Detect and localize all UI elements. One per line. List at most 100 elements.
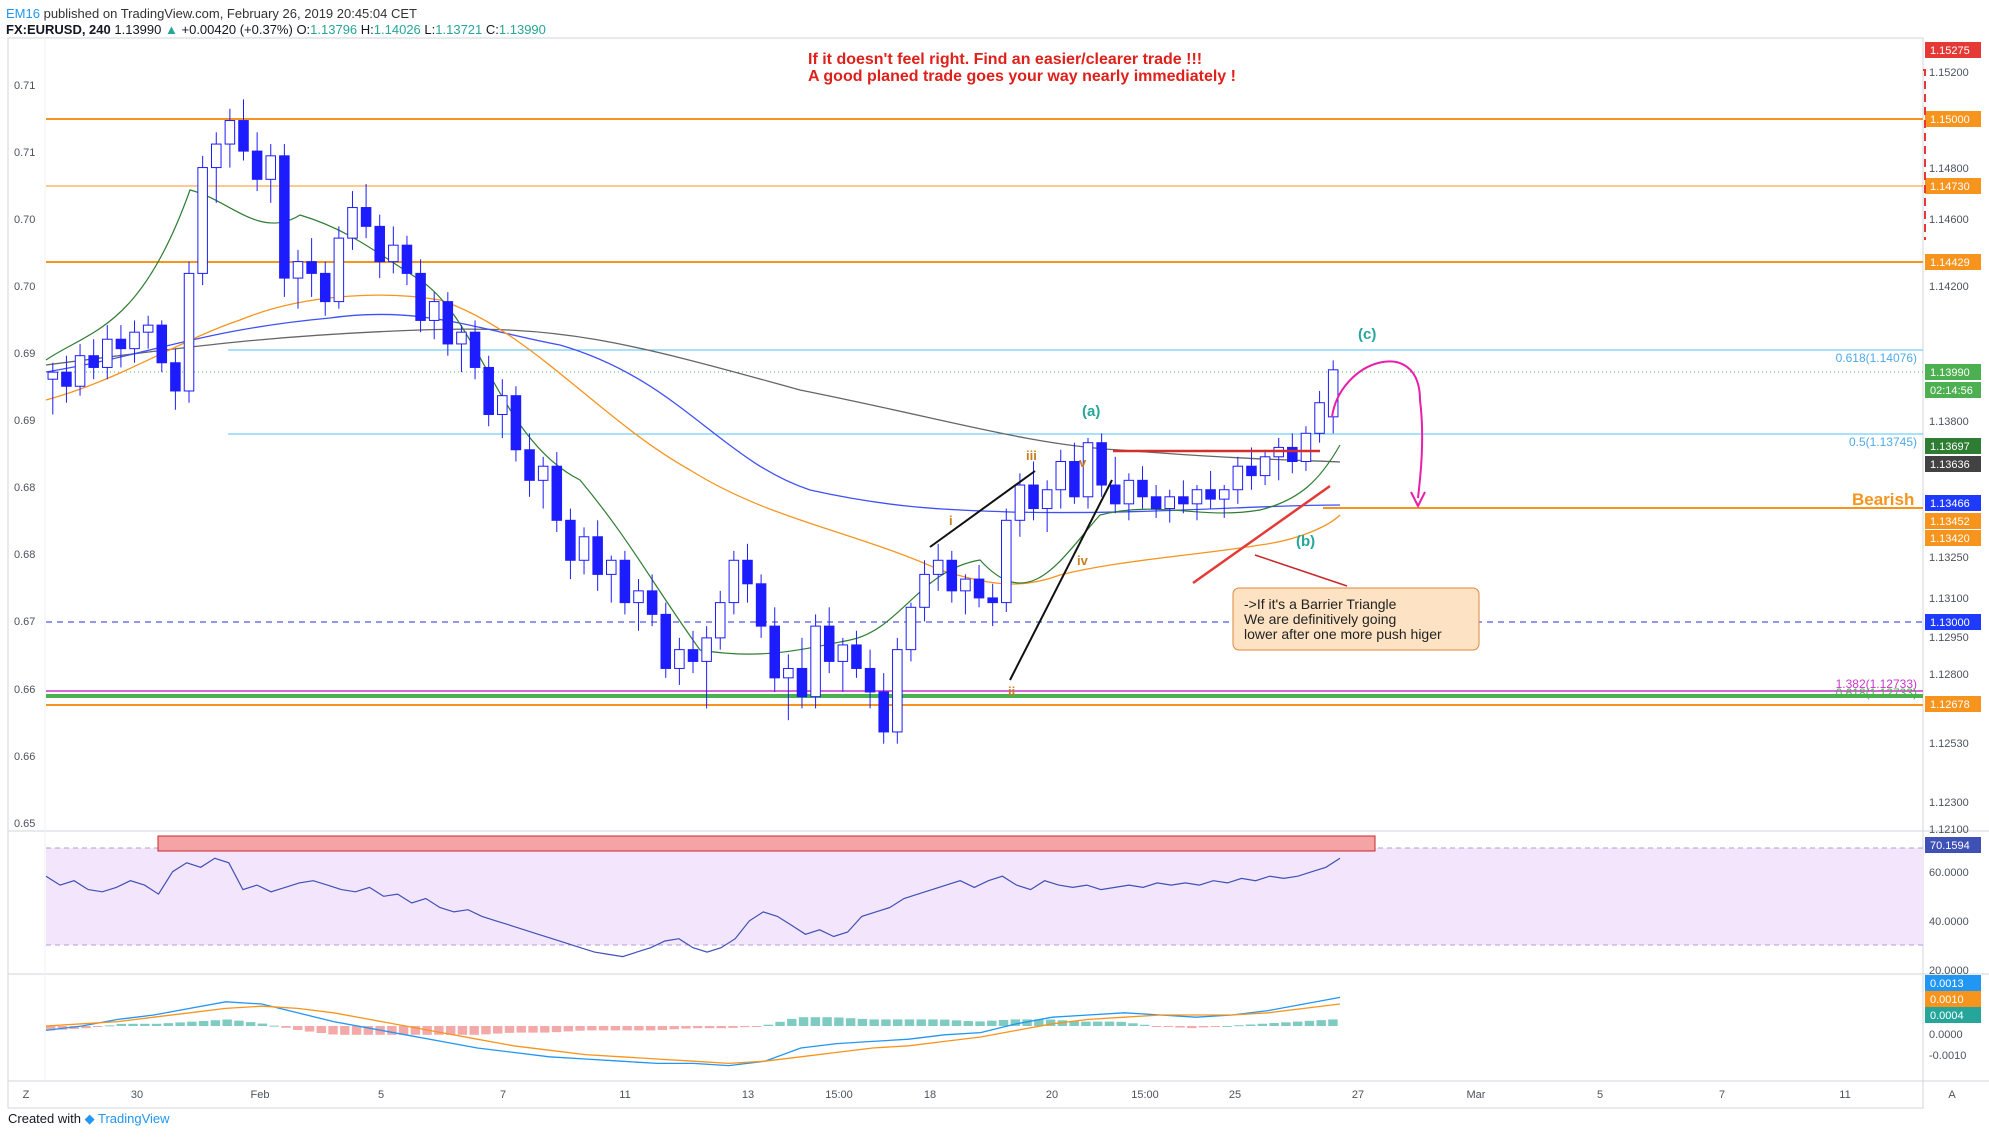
candle: [606, 555, 617, 603]
price-axis-tick: 1.12300: [1929, 797, 1969, 809]
candle-body: [1028, 484, 1039, 510]
candle-body: [197, 167, 208, 274]
candle: [1150, 485, 1162, 518]
macd-bar: [975, 1021, 985, 1026]
change-value: +0.00420 (+0.37%): [181, 22, 293, 37]
macd-bar: [587, 1026, 597, 1031]
price-badge-bg: [1925, 364, 1981, 380]
ma-20: [45, 189, 1341, 655]
candle: [197, 155, 208, 286]
wave-trendline-lower: [1009, 479, 1113, 681]
macd-bar: [328, 1026, 338, 1035]
macd-bar: [481, 1026, 491, 1035]
left-axis-tick: 0.67: [14, 616, 35, 628]
macd-bar: [857, 1018, 868, 1026]
candle: [537, 456, 549, 509]
macd-bar: [963, 1021, 973, 1026]
candle-body: [442, 301, 454, 345]
candle-body: [347, 207, 358, 239]
macd-bar: [810, 1017, 821, 1026]
price-badge-text: 1.15275: [1930, 45, 1970, 57]
candle-body: [61, 371, 72, 387]
macd-bar: [1257, 1023, 1268, 1026]
macd-bar: [163, 1023, 174, 1026]
candle: [483, 355, 494, 427]
candle: [333, 226, 345, 309]
last-price: 1.13990: [114, 22, 162, 37]
candle-body: [919, 573, 930, 608]
macd-bar: [575, 1026, 585, 1031]
price-badge-bg: [1925, 111, 1981, 127]
time-axis-label: 7: [1719, 1089, 1725, 1101]
candle-body: [660, 613, 672, 669]
price-badge: 1.15275: [1925, 42, 1981, 58]
candle-body: [1178, 496, 1189, 505]
candle: [1191, 485, 1203, 521]
candle-body: [619, 559, 631, 604]
macd-bar: [751, 1026, 762, 1027]
timezone-toggle[interactable]: Z: [23, 1089, 30, 1101]
candle: [987, 583, 998, 627]
fib-0618b-label: 0.618(1.12733): [1836, 686, 1917, 700]
candle: [1327, 360, 1339, 434]
candle: [224, 108, 236, 168]
candle-body: [728, 559, 740, 604]
price-badge-text: 1.13000: [1930, 617, 1970, 629]
candle-body: [1055, 461, 1067, 491]
macd-bar: [1234, 1025, 1244, 1027]
candle-body: [251, 150, 263, 180]
candle: [687, 630, 699, 674]
macd-bar: [104, 1025, 115, 1027]
author-link[interactable]: EM16: [6, 6, 40, 21]
price-badge-text: 1.14730: [1930, 181, 1970, 193]
price-badge: 1.13452: [1925, 513, 1981, 529]
candle: [1287, 433, 1298, 474]
macd-bar: [1151, 1026, 1162, 1027]
candle-body: [878, 691, 889, 733]
candle-body: [88, 355, 99, 368]
candle-body: [1205, 489, 1216, 500]
candle-body: [510, 395, 522, 451]
candle: [1055, 449, 1067, 509]
candle: [102, 325, 113, 380]
auto-scale-toggle[interactable]: A: [1948, 1089, 1956, 1101]
macd-bar: [434, 1026, 444, 1035]
footer-brand-link[interactable]: TradingView: [98, 1111, 170, 1126]
macd-bar: [1210, 1026, 1221, 1027]
macd-bar: [316, 1026, 326, 1034]
macd-badge: 0.0013: [1925, 975, 1981, 991]
price-axis-tick: 1.12950: [1929, 632, 1969, 644]
candle: [251, 132, 263, 192]
candle: [1041, 480, 1053, 533]
callout-pointer: [1254, 554, 1348, 587]
candle: [401, 235, 413, 286]
candle-body: [796, 667, 808, 698]
rsi-axis-tick: 40.0000: [1929, 916, 1969, 928]
candle-body: [1150, 496, 1162, 510]
candle-body: [374, 225, 385, 263]
candle-body: [319, 272, 331, 303]
macd-bar: [822, 1017, 832, 1026]
candle: [524, 433, 535, 497]
macd-bar: [457, 1026, 468, 1035]
macd-bar: [916, 1019, 926, 1026]
candle-body: [238, 120, 249, 152]
macd-bar: [469, 1026, 479, 1035]
candle: [279, 144, 290, 297]
candle: [878, 673, 889, 744]
candle-body: [360, 207, 372, 227]
candle-body: [960, 578, 971, 592]
macd-bar: [657, 1026, 668, 1031]
price-badge: 1.13990: [1925, 364, 1981, 380]
left-axis: 0.71 0.71 0.70 0.70 0.69 0.69 0.68 0.68 0.67 0.66…: [14, 80, 35, 830]
projection-arc: [1331, 360, 1424, 499]
candlestick-series: [47, 99, 1339, 744]
time-axis-label: Feb: [251, 1089, 270, 1101]
candle: [115, 325, 127, 368]
time-axis-label: 15:00: [1131, 1089, 1159, 1101]
bearish-label: Bearish: [1852, 490, 1914, 509]
candle-body: [265, 155, 277, 180]
macd-bar: [1304, 1020, 1315, 1026]
left-axis-tick: 0.69: [14, 415, 35, 427]
